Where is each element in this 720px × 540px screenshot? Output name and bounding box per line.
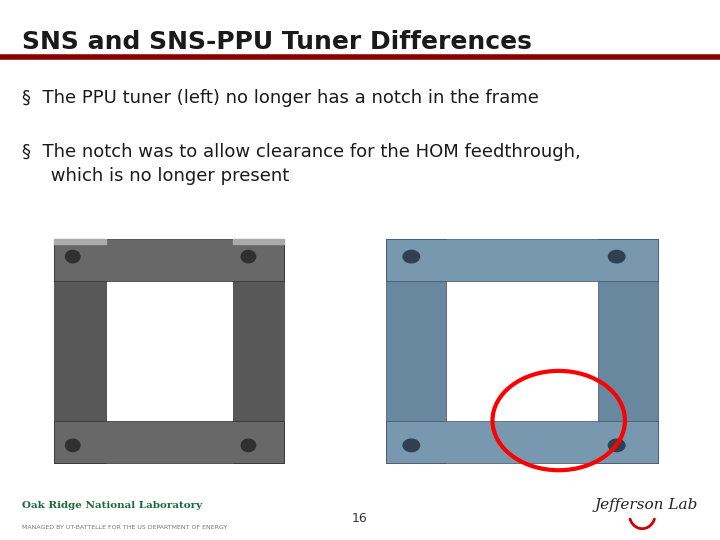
Circle shape (608, 439, 625, 451)
FancyBboxPatch shape (598, 239, 658, 463)
Circle shape (66, 251, 80, 263)
Circle shape (403, 251, 420, 263)
FancyBboxPatch shape (54, 239, 106, 463)
FancyBboxPatch shape (387, 239, 446, 463)
Text: SNS and SNS-PPU Tuner Differences: SNS and SNS-PPU Tuner Differences (22, 30, 531, 53)
FancyBboxPatch shape (54, 421, 284, 463)
Circle shape (241, 439, 256, 451)
Circle shape (241, 251, 256, 263)
Text: 16: 16 (352, 512, 368, 525)
Circle shape (403, 439, 420, 451)
Text: Jefferson Lab: Jefferson Lab (595, 498, 698, 512)
Text: §  The PPU tuner (left) no longer has a notch in the frame: § The PPU tuner (left) no longer has a n… (22, 89, 539, 107)
FancyBboxPatch shape (387, 421, 658, 463)
Circle shape (608, 251, 625, 263)
FancyBboxPatch shape (387, 239, 658, 281)
Text: Oak Ridge National Laboratory: Oak Ridge National Laboratory (22, 501, 202, 510)
Circle shape (66, 439, 80, 451)
Text: §  The notch was to allow clearance for the HOM feedthrough,
     which is no lo: § The notch was to allow clearance for t… (22, 143, 580, 185)
FancyBboxPatch shape (233, 239, 284, 463)
Text: MANAGED BY UT-BATTELLE FOR THE US DEPARTMENT OF ENERGY: MANAGED BY UT-BATTELLE FOR THE US DEPART… (22, 525, 227, 530)
FancyBboxPatch shape (54, 239, 284, 281)
